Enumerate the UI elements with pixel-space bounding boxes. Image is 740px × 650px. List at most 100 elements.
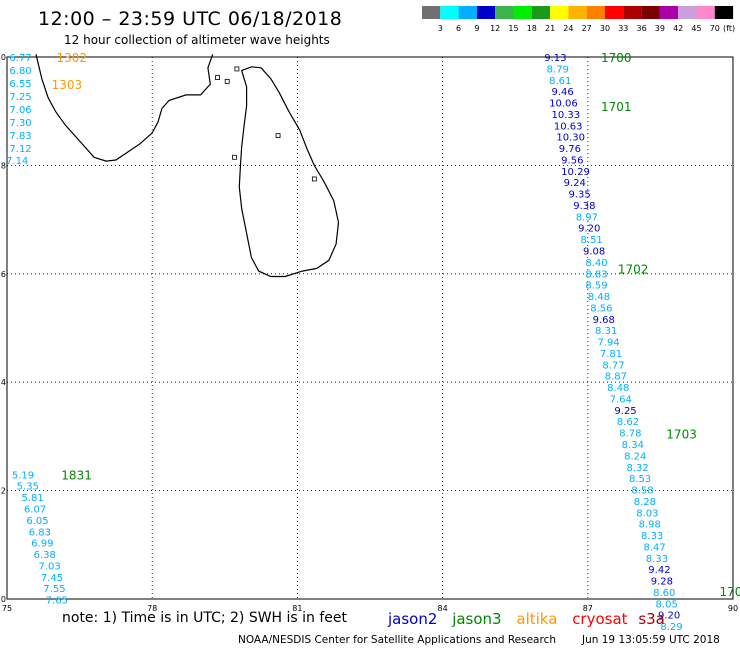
wave-height-value: 8.24 <box>624 451 646 462</box>
legend-label: 33 <box>618 24 628 33</box>
legend-swatch <box>422 6 441 19</box>
wave-height-value: 10.33 <box>552 110 581 121</box>
map-subtitle: 12 hour collection of altimeter wave hei… <box>64 33 330 47</box>
wave-height-value: 8.51 <box>581 235 603 246</box>
wave-height-value: 8.58 <box>631 486 653 497</box>
footer-timestamp: Jun 19 13:05:59 UTC 2018 <box>582 634 720 646</box>
wave-height-value: 7.06 <box>9 105 31 116</box>
wave-height-value: 10.29 <box>561 167 590 178</box>
wave-height-value: 9.13 <box>544 53 566 64</box>
wave-height-value: 8.56 <box>590 303 612 314</box>
island <box>311 176 317 182</box>
wave-height-value: 9.76 <box>559 144 581 155</box>
india-coastline <box>35 54 214 162</box>
wave-height-value: 8.33 <box>641 531 663 542</box>
legend-label: 9 <box>474 24 479 33</box>
legend-swatch <box>440 6 459 19</box>
wave-height-value: 8.47 <box>643 542 665 553</box>
wave-height-value: 8.34 <box>622 440 644 451</box>
legend-label: 6 <box>456 24 461 33</box>
wave-height-value: 8.62 <box>617 417 639 428</box>
wave-height-value: 8.53 <box>629 474 651 485</box>
wave-height-value: 7.14 <box>6 156 28 167</box>
island <box>224 78 230 84</box>
color-legend: 3 6 9 12 15 18 21 24 27 30 33 36 39 42 45 70 (ft) <box>422 6 735 33</box>
note-row: note: 1) Time is in UTC; 2) SWH is in fe… <box>62 610 347 626</box>
wave-height-value: 8.48 <box>588 292 610 303</box>
track-time-label: 1703 <box>666 428 697 442</box>
wave-height-value: 9.68 <box>593 315 615 326</box>
lat-tick-label: 6 <box>1 270 6 279</box>
wave-height-value: 6.83 <box>29 527 51 538</box>
wave-height-value: 8.61 <box>549 76 571 87</box>
island <box>215 75 220 80</box>
lon-tick-label: 90 <box>728 604 738 613</box>
wave-height-value: 7.65 <box>46 596 68 607</box>
satellite-altika: altika <box>516 610 558 628</box>
legend-swatch <box>659 6 679 19</box>
note-text: note: 1) Time is in UTC; 2) SWH is in fe… <box>62 610 348 626</box>
legend-swatch <box>458 6 477 19</box>
wave-height-value: 8.31 <box>595 326 617 337</box>
legend-unit: (ft) <box>723 24 735 33</box>
wave-height-value: 8.98 <box>639 520 661 531</box>
sri-lanka-coastline <box>238 66 340 278</box>
wave-height-value: 10.06 <box>549 99 578 110</box>
legend-swatch <box>568 6 587 19</box>
legend-swatch <box>605 6 624 19</box>
wave-height-value: 7.81 <box>600 349 622 360</box>
satellite-s3a: s3a <box>638 610 665 628</box>
wave-height-value: 7.55 <box>43 584 65 595</box>
legend-label: 15 <box>508 24 518 33</box>
wave-height-value: 8.77 <box>602 360 624 371</box>
track-time-label: 1303 <box>52 78 83 92</box>
legend-swatch <box>476 6 496 19</box>
legend-label: 30 <box>600 24 610 33</box>
legend-label: 36 <box>637 24 647 33</box>
wave-height-value: 8.28 <box>634 497 656 508</box>
legend-label: 12 <box>490 24 500 33</box>
wave-height-value: 8.03 <box>636 508 658 519</box>
track-time-label: 1700 <box>601 51 632 65</box>
wave-height-value: 8.78 <box>619 429 641 440</box>
wave-height-value: 9.20 <box>578 224 600 235</box>
island <box>234 66 240 72</box>
wave-height-value: 8.59 <box>585 281 607 292</box>
legend-label: 21 <box>545 24 555 33</box>
wave-height-value: 8.33 <box>646 554 668 565</box>
lat-tick-label: 0 <box>1 595 6 604</box>
lon-tick-label: 84 <box>438 604 448 613</box>
satellite-cryosat: cryosat <box>572 610 628 628</box>
wave-height-value: 9.46 <box>552 87 574 98</box>
map-title: 12:00 – 23:59 UTC 06/18/2018 <box>38 8 343 30</box>
track-time-label: 1701 <box>601 100 632 114</box>
wave-height-value: 8.87 <box>605 372 627 383</box>
wave-height-value: 9.38 <box>573 201 595 212</box>
island <box>275 133 281 138</box>
legend-swatch <box>550 6 569 19</box>
wave-height-value: 10.30 <box>556 133 585 144</box>
wave-height-value: 7.64 <box>610 394 632 405</box>
legend-swatch <box>586 6 605 19</box>
legend-swatch <box>714 6 734 19</box>
wave-height-value: 9.28 <box>651 577 673 588</box>
lat-tick-label: 8 <box>1 161 6 170</box>
map-frame <box>6 56 734 600</box>
wave-height-value: 9.25 <box>614 406 636 417</box>
wave-height-value: 7.94 <box>597 338 619 349</box>
track-time-label: 1702 <box>618 262 649 276</box>
wave-height-value: 8.60 <box>653 588 675 599</box>
wave-height-value: 8.05 <box>656 599 678 610</box>
wave-height-value: 6.77 <box>9 53 31 64</box>
island <box>232 154 237 160</box>
wave-height-value: 8.29 <box>660 622 682 633</box>
lon-tick-label: 87 <box>583 604 593 613</box>
legend-swatch <box>696 6 715 19</box>
wave-height-value: 7.25 <box>9 92 31 103</box>
legend-label: 3 <box>438 24 443 33</box>
legend-label: 18 <box>527 24 537 33</box>
lon-tick-label: 78 <box>147 604 157 613</box>
wave-height-value: 8.97 <box>576 212 598 223</box>
legend-label: 39 <box>655 24 665 33</box>
